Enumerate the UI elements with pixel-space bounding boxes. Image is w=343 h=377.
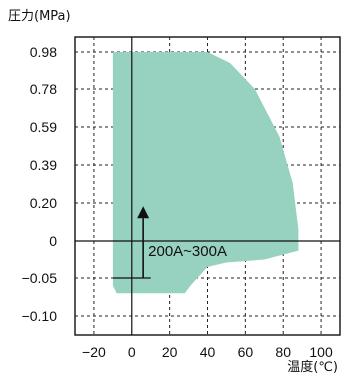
y-tick-label: −0.05 [22,270,58,286]
x-tick-label: 60 [238,344,254,360]
annotation-arrowhead [137,206,150,219]
tick-labels: 0.98 0.78 0.59 0.39 0.20 0 −0.05 −0.10 −20 0 20 40 6… [22,44,333,360]
annotation-label: 200A~300A [148,243,227,260]
region-area [112,52,299,294]
y-tick-label: 0.98 [30,44,57,60]
operating-region [112,52,299,294]
y-tick-label: 0.39 [30,157,57,173]
y-tick-label: 0 [49,233,57,249]
y-tick-label: 0.78 [30,81,57,97]
x-tick-label: 20 [162,344,178,360]
x-axis-title: 温度(℃) [287,359,338,375]
x-tick-label: −20 [82,344,106,360]
annotation: 200A~300A [137,206,227,278]
x-tick-label: 0 [128,344,136,360]
y-axis-title: 圧力(MPa) [8,9,71,24]
x-tick-label: 80 [275,344,291,360]
y-tick-label: 0.20 [30,195,57,211]
x-tick-label: 100 [309,344,333,360]
axes [75,37,340,335]
y-tick-label: 0.59 [30,119,57,135]
y-tick-label: −0.10 [22,308,58,324]
x-tick-label: 40 [200,344,216,360]
